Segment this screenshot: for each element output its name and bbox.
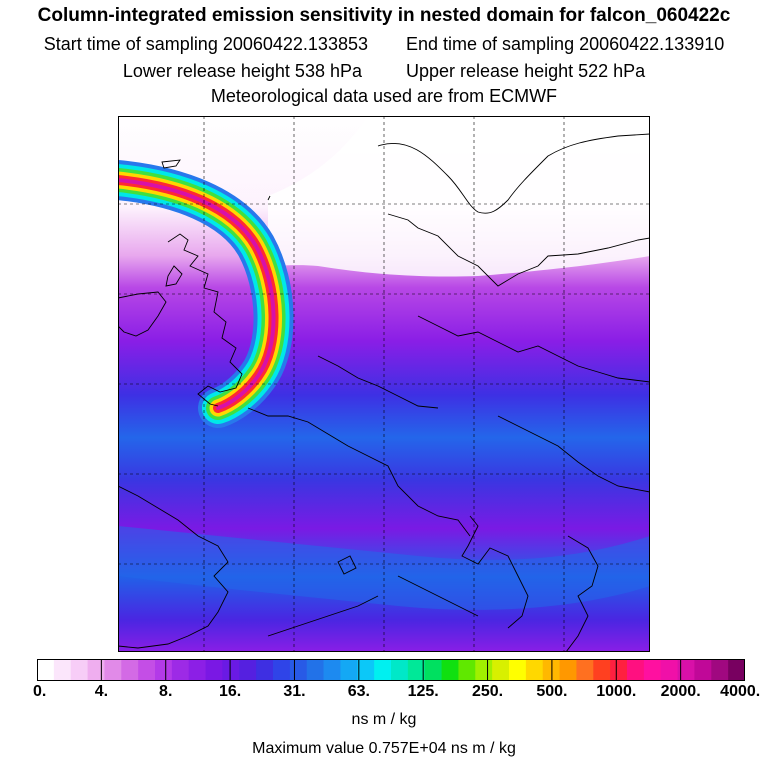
colorbar-swatch [643,659,662,681]
coastlines [118,133,650,652]
colorbar-tick-label: 16. [218,683,242,700]
colorbar-swatch [458,659,476,681]
colorbar-swatch [593,659,611,681]
colorbar-swatch [391,659,409,681]
colorbar-swatch [37,659,55,681]
colorbar-tick-label: 0. [32,683,47,700]
colorbar-swatch [627,659,645,681]
colorbar-tick-label: 250. [471,683,504,700]
colorbar-swatch [256,659,274,681]
colorbar [37,659,745,681]
colorbar-tick-label: 2000. [660,683,701,700]
colorbar-swatch [660,659,678,681]
upper-release-label: Upper release height 522 hPa [406,61,646,81]
colorbar-swatch [188,659,206,681]
colorbar-swatch [610,659,628,681]
colorbar-swatch [155,659,173,681]
release-height-line: Lower release height 538 hPa Upper releas… [0,60,768,82]
colorbar-tick-label: 31. [283,683,306,700]
colorbar-tick-label: 63. [347,683,370,700]
colorbar-swatch [576,659,594,681]
colorbar-swatch [677,659,695,681]
sampling-time-line: Start time of sampling 20060422.133853 En… [0,33,768,55]
maximum-value-label: Maximum value 0.757E+04 ns m / kg [252,740,516,757]
colorbar-swatch [222,659,240,681]
colorbar-tick-label: 8. [159,683,173,700]
colorbar-swatch [728,659,745,681]
map-frame [118,116,650,652]
colorbar-swatch [525,659,544,681]
colorbar-unit-label: ns m / kg [351,711,417,728]
colorbar-swatch [239,659,257,681]
colorbar-swatch [694,659,712,681]
colorbar-swatch [87,659,105,681]
colorbar-swatch [171,659,190,681]
colorbar-frame [37,659,745,681]
colorbar-swatch [374,659,392,681]
colorbar-tick-label: 500. [536,683,568,700]
colorbar-swatch [542,659,560,681]
colorbar-swatch [407,659,426,681]
met-data-label: Meteorological data used are from ECMWF [210,86,558,106]
colorbar-tick-label: 125. [407,683,439,700]
lat-lon-grid [118,116,650,652]
colorbar-swatch [104,659,122,681]
colorbar-swatch [711,659,729,681]
colorbar-swatch [559,659,577,681]
colorbar-swatch [289,659,308,681]
colorbar-swatch [340,659,358,681]
sensitivity-map [118,116,650,652]
plot-title: Column-integrated emission sensitivity i… [37,5,731,26]
colorbar-tick-label: 4000. [720,683,761,700]
colorbar-swatch [424,659,442,681]
colorbar-swatch [323,659,341,681]
colorbar-swatch [138,659,156,681]
colorbar-swatch [475,659,493,681]
colorbar-swatch [70,659,88,681]
white-region-north [268,116,650,277]
colorbar-swatch [205,659,223,681]
colorbar-swatch [121,659,139,681]
colorbar-swatch [53,659,72,681]
colorbar-swatch [306,659,324,681]
colorbar-tick-label: 4. [94,683,109,700]
start-time-label: Start time of sampling 20060422.133853 [43,34,368,54]
end-time-label: End time of sampling 20060422.133910 [406,34,725,54]
colorbar-swatch [492,659,510,681]
colorbar-swatch [357,659,375,681]
colorbar-swatch [509,659,527,681]
lower-release-label: Lower release height 538 hPa [122,61,362,81]
plume [118,160,294,428]
colorbar-swatch [441,659,459,681]
colorbar-tick-label: 1000. [596,683,637,700]
colorbar-swatch [273,659,291,681]
